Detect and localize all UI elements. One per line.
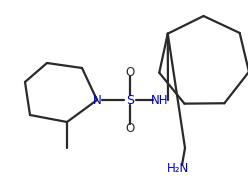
Text: NH: NH xyxy=(151,94,169,106)
Text: N: N xyxy=(93,94,101,106)
Text: S: S xyxy=(126,94,134,106)
Text: H₂N: H₂N xyxy=(167,161,189,175)
Text: O: O xyxy=(125,122,135,134)
Text: O: O xyxy=(125,66,135,78)
